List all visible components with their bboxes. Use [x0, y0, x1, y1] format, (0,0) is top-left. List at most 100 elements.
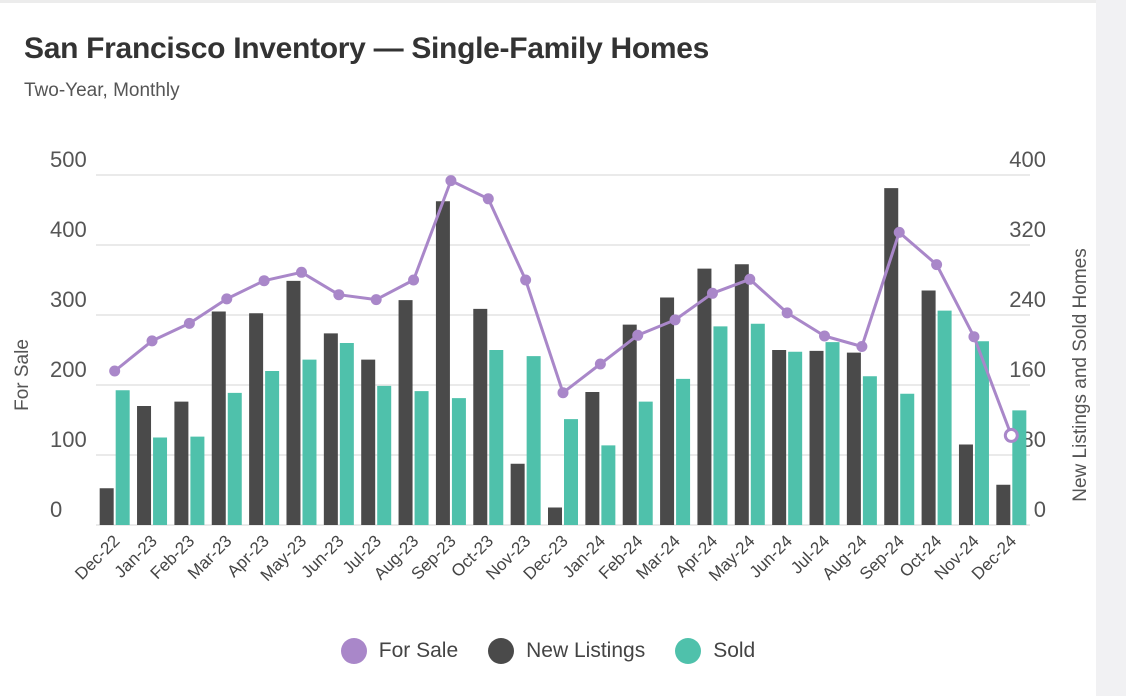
for-sale-point[interactable]: [221, 293, 233, 305]
for-sale-point[interactable]: [295, 266, 307, 278]
left-axis-ticks: 0 100 200 300 400 500: [50, 147, 87, 522]
bar-new-listings[interactable]: [996, 484, 1011, 525]
right-tick-label: 0: [1034, 497, 1046, 522]
legend-label: For Sale: [378, 639, 459, 662]
bar-new-listings[interactable]: [660, 297, 675, 526]
bar-sold[interactable]: [825, 342, 840, 525]
bar-new-listings[interactable]: [846, 352, 861, 525]
for-sale-point[interactable]: [931, 259, 943, 271]
for-sale-point[interactable]: [482, 193, 494, 205]
bar-sold[interactable]: [750, 323, 765, 525]
legend-item-for-sale[interactable]: For Sale: [340, 638, 459, 664]
bar-sold[interactable]: [676, 378, 691, 525]
bar-sold[interactable]: [788, 351, 803, 525]
legend-label: Sold: [713, 639, 756, 662]
for-sale-point[interactable]: [370, 294, 382, 306]
bar-sold[interactable]: [339, 343, 354, 525]
bar-sold[interactable]: [713, 326, 728, 525]
legend-item-sold[interactable]: Sold: [675, 638, 755, 664]
bar-sold[interactable]: [414, 391, 429, 525]
bar-sold[interactable]: [601, 445, 616, 525]
bar-new-listings[interactable]: [884, 188, 899, 525]
for-sale-point[interactable]: [557, 387, 569, 399]
for-sale-point[interactable]: [594, 358, 606, 370]
legend-item-new-listings[interactable]: New Listings: [488, 638, 645, 664]
legend-dot-new-listings: [488, 638, 515, 664]
bar-sold[interactable]: [1012, 410, 1027, 525]
bar-new-listings[interactable]: [435, 201, 450, 525]
for-sale-point[interactable]: [632, 329, 644, 341]
for-sale-point[interactable]: [781, 307, 793, 319]
for-sale-point[interactable]: [893, 226, 905, 238]
bar-new-listings[interactable]: [137, 406, 152, 525]
x-tick-label: Dec-22: [71, 531, 123, 583]
bar-sold[interactable]: [564, 419, 578, 525]
left-axis-label: For Sale: [12, 339, 33, 411]
bar-new-listings[interactable]: [921, 290, 936, 526]
for-sale-point[interactable]: [1003, 427, 1019, 443]
bar-new-listings[interactable]: [622, 324, 637, 525]
for-sale-point[interactable]: [183, 317, 195, 329]
bar-new-listings[interactable]: [958, 444, 973, 526]
bar-new-listings[interactable]: [510, 463, 525, 525]
bar-new-listings[interactable]: [734, 264, 749, 525]
for-sale-point[interactable]: [445, 175, 457, 187]
bar-new-listings[interactable]: [323, 333, 338, 525]
for-sale-point[interactable]: [819, 330, 831, 342]
bar-new-listings[interactable]: [174, 401, 189, 525]
right-tick-label: 400: [1009, 147, 1046, 172]
for-sale-point[interactable]: [744, 273, 756, 285]
bar-new-listings[interactable]: [361, 359, 376, 525]
right-axis-label: New Listings and Sold Homes: [1070, 248, 1091, 501]
left-tick-label: 0: [50, 497, 62, 522]
left-tick-label: 100: [50, 427, 87, 452]
bar-sold[interactable]: [190, 436, 205, 525]
bar-new-listings[interactable]: [548, 507, 562, 526]
bar-sold[interactable]: [638, 401, 653, 525]
bar-new-listings[interactable]: [809, 350, 824, 525]
bar-new-listings[interactable]: [697, 268, 712, 525]
bar-sold[interactable]: [115, 390, 130, 525]
for-sale-line-group: [109, 175, 1019, 443]
bar-new-listings[interactable]: [99, 488, 114, 525]
for-sale-point[interactable]: [856, 341, 868, 352]
for-sale-point[interactable]: [109, 365, 121, 377]
bar-sold[interactable]: [900, 393, 915, 525]
bar-sold[interactable]: [377, 385, 392, 525]
bar-new-listings[interactable]: [286, 280, 301, 525]
for-sale-point[interactable]: [333, 289, 345, 301]
bar-sold[interactable]: [451, 398, 466, 525]
bar-new-listings[interactable]: [398, 300, 413, 525]
x-tick-label: Jun-23: [297, 531, 347, 581]
scrollbar[interactable]: [1096, 0, 1126, 696]
left-tick-label: 300: [50, 287, 87, 312]
for-sale-point[interactable]: [408, 274, 420, 286]
bar-sold[interactable]: [153, 437, 168, 526]
bar-sold[interactable]: [489, 350, 504, 525]
bar-new-listings[interactable]: [772, 350, 787, 525]
bar-sold[interactable]: [937, 310, 952, 525]
bar-sold[interactable]: [526, 356, 541, 525]
bar-sold[interactable]: [862, 376, 877, 525]
chart-title: San Francisco Inventory — Single-Family …: [24, 32, 710, 65]
bar-new-listings[interactable]: [211, 311, 226, 526]
right-tick-label: 320: [1009, 217, 1046, 242]
bar-sold[interactable]: [265, 371, 280, 525]
right-tick-label: 160: [1009, 357, 1046, 382]
left-tick-label: 200: [50, 357, 87, 382]
for-sale-point[interactable]: [258, 275, 270, 287]
for-sale-point[interactable]: [968, 331, 980, 343]
for-sale-point[interactable]: [146, 335, 158, 347]
legend: For Sale New Listings Sold: [0, 638, 1096, 664]
for-sale-point[interactable]: [669, 314, 681, 326]
bar-new-listings[interactable]: [585, 392, 600, 525]
bar-sold[interactable]: [302, 359, 317, 525]
bar-sold[interactable]: [227, 392, 242, 525]
for-sale-point[interactable]: [706, 287, 718, 299]
for-sale-point[interactable]: [520, 274, 532, 286]
bar-new-listings[interactable]: [473, 308, 488, 525]
bar-sold[interactable]: [974, 341, 989, 525]
bar-new-listings[interactable]: [249, 313, 264, 525]
legend-dot-for-sale: [340, 638, 367, 664]
chart-subtitle: Two-Year, Monthly: [24, 80, 180, 101]
